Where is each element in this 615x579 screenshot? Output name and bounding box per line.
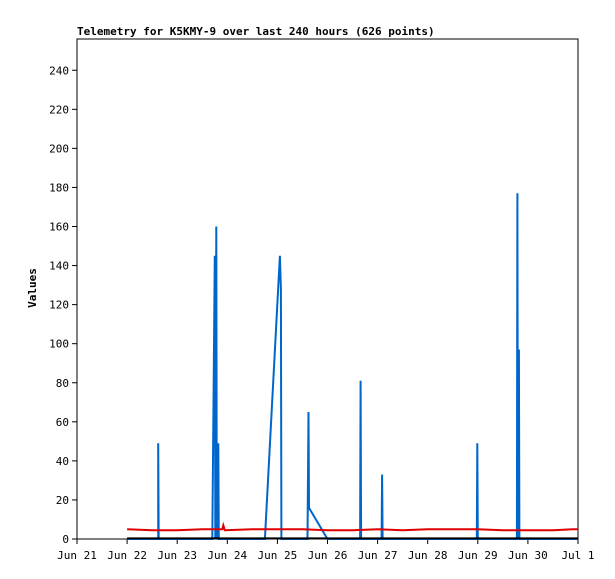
chart-title: Telemetry for K5KMY-9 over last 240 hour…: [77, 25, 435, 38]
y-tick-label: 80: [56, 377, 69, 390]
plot-frame: [76, 38, 579, 540]
y-axis: 0 20 40 60 80 100 120 140 160 180 200 220 240: [49, 64, 77, 546]
series-line-0: [127, 193, 578, 540]
y-axis-label: Values: [26, 268, 39, 308]
x-tick-label: Jun 28: [408, 549, 448, 562]
y-tick-label: 20: [56, 494, 69, 507]
y-tick-label: 40: [56, 455, 69, 468]
x-tick-label: Jun 27: [358, 549, 398, 562]
x-tick-label: Jul 1: [561, 549, 594, 562]
x-tick-label: Jun 24: [207, 549, 247, 562]
y-tick-label: 140: [49, 260, 69, 273]
y-tick-label: 100: [49, 338, 69, 351]
x-tick-label: Jun 30: [508, 549, 548, 562]
y-tick-label: 120: [49, 299, 69, 312]
series-line-1: [127, 521, 578, 532]
y-tick-label: 200: [49, 142, 69, 155]
x-tick-label: Jun 22: [107, 549, 147, 562]
y-tick-label: 160: [49, 221, 69, 234]
y-tick-label: 0: [62, 533, 69, 546]
y-tick-label: 180: [49, 181, 69, 194]
y-tick-label: 220: [49, 103, 69, 116]
y-tick-label: 240: [49, 64, 69, 77]
x-axis: Jun 21 Jun 22 Jun 23 Jun 24 Jun 25 Jun 26 Jun …: [57, 539, 595, 562]
series-layer: [127, 193, 578, 540]
y-tick-label: 60: [56, 416, 69, 429]
x-tick-label: Jun 23: [157, 549, 197, 562]
x-tick-label: Jun 25: [258, 549, 298, 562]
x-tick-label: Jun 29: [458, 549, 498, 562]
x-tick-label: Jun 21: [57, 549, 97, 562]
x-tick-label: Jun 26: [308, 549, 348, 562]
